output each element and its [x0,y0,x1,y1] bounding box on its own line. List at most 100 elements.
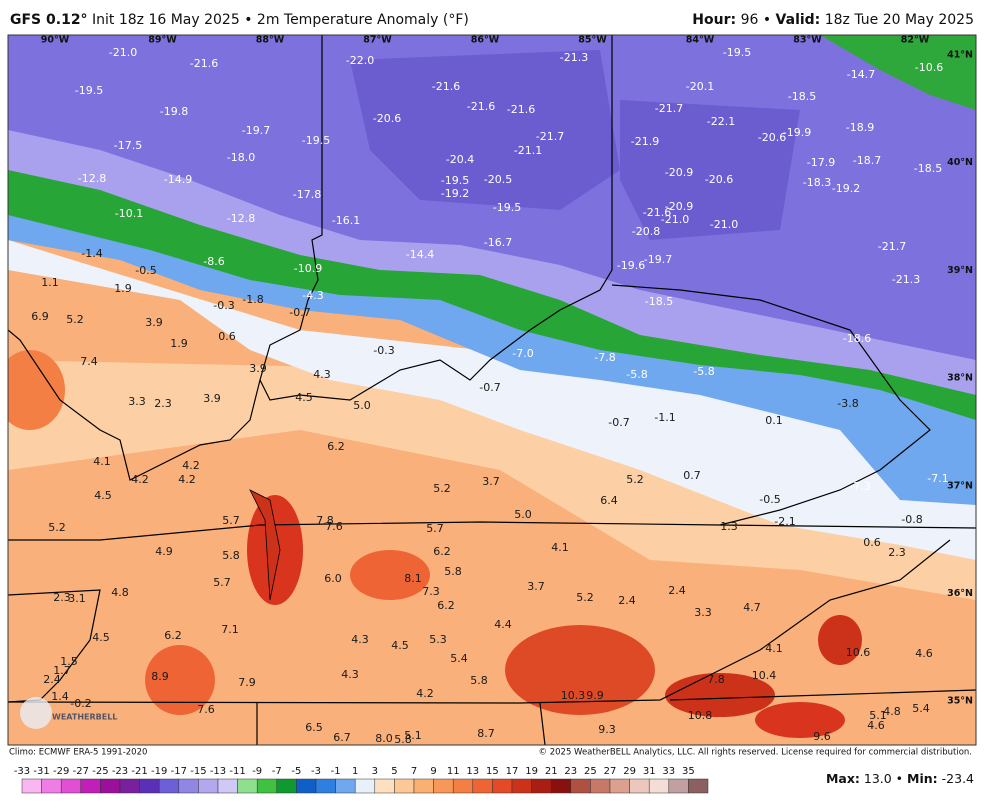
anomaly-label: -12.8 [78,172,106,185]
colorbar: -33 -31 -29 -27 -25 -23 -21 -19 -17 -15 -13 -11 -9 -7… [14,766,709,794]
colorbar-cell [472,778,493,794]
anomaly-label: -18.7 [853,154,881,167]
anomaly-label: -0.5 [135,264,156,277]
anomaly-label: 6.5 [305,721,323,734]
colorbar-tick-label: 13 [466,766,479,777]
longitude-label: 87°W [363,35,392,46]
anomaly-label: -17.9 [807,156,835,169]
anomaly-label: 7.6 [197,703,215,716]
anomaly-label: -19.5 [493,201,521,214]
max-min: Max: 13.0 • Min: -23.4 [826,771,974,786]
anomaly-label: 2.4 [618,594,636,607]
colorbar-cell [60,778,82,794]
anomaly-label: 3.9 [203,392,221,405]
colorbar-tick-label: 35 [682,766,695,777]
anomaly-label: 1.9 [114,282,132,295]
anomaly-label: 4.4 [494,618,512,631]
anomaly-label: -18.5 [645,295,673,308]
latitude-label: 37°N [947,480,973,491]
colorbar-tick-label: -17 [171,766,187,777]
anomaly-label: -17.8 [293,188,321,201]
anomaly-label: -5.8 [626,368,647,381]
anomaly-label: -21.6 [467,100,495,113]
anomaly-label: -20.9 [665,166,693,179]
colorbar-tick-label: -1 [331,766,341,777]
colorbar-tick-label: -13 [210,766,226,777]
anomaly-label: -7.8 [594,351,615,364]
anomaly-label: 3.1 [68,592,86,605]
anomaly-label: 4.6 [867,719,885,732]
anomaly-label: -3.8 [837,397,858,410]
anomaly-label: -21.6 [432,80,460,93]
colorbar-tick-label: -23 [112,766,128,777]
anomaly-label: 0.7 [683,469,701,482]
colorbar-tick-label: -3 [311,766,321,777]
colorbar-tick-label: 27 [604,766,617,777]
anomaly-label: 5.2 [576,591,594,604]
anomaly-label: 4.1 [93,455,111,468]
colorbar-cell [413,778,434,794]
colorbar-tick-label: 17 [506,766,519,777]
anomaly-label: 3.9 [145,316,163,329]
anomaly-label: -21.3 [560,51,588,64]
anomaly-label: 5.2 [66,313,84,326]
anomaly-label: -0.8 [901,513,922,526]
colorbar-tick-label: 23 [564,766,577,777]
anomaly-label: 4.5 [94,489,112,502]
copyright: © 2025 WeatherBELL Analytics, LLC. All r… [539,748,972,758]
colorbar-tick-label: 19 [525,766,538,777]
anomaly-label: 5.7 [426,522,444,535]
hot-spot [755,702,845,738]
colorbar-cell [80,778,101,794]
colorbar-cell [374,778,395,794]
anomaly-label: 8.7 [477,727,495,740]
deep-purple [350,50,800,240]
colorbar-tick-label: 31 [643,766,656,777]
anomaly-label: 2.4 [668,584,686,597]
anomaly-label: 5.0 [353,399,371,412]
anomaly-label: 1.7 [53,664,71,677]
anomaly-label: -19.5 [75,84,103,97]
anomaly-label: -19.7 [644,253,672,266]
colorbar-cell [21,778,42,794]
anomaly-label: 2.3 [53,591,71,604]
anomaly-label: -21.6 [507,103,535,116]
anomaly-label: 0.6 [218,330,236,343]
anomaly-label: 6.2 [164,629,182,642]
anomaly-label: -18.0 [227,151,255,164]
anomaly-label: 7.8 [316,514,334,527]
colorbar-cell [688,778,709,794]
anomaly-label: 9.6 [813,730,831,743]
colorbar-tick-label: 29 [623,766,636,777]
colorbar-tick-label: -33 [14,766,30,777]
anomaly-label: -18.9 [846,121,874,134]
anomaly-label: 4.5 [391,639,409,652]
anomaly-label: -21.6 [643,206,671,219]
anomaly-label: 7.8 [707,673,725,686]
warm-spot [145,645,215,715]
colorbar-tick-label: 5 [391,766,397,777]
hot-spot [505,625,655,715]
max: 13.0 • [864,771,903,786]
anomaly-label: 6.9 [31,310,49,323]
anomaly-label: -10.1 [115,207,143,220]
anomaly-label: 10.3 [561,689,586,702]
anomaly-label: 4.5 [92,631,110,644]
anomaly-label: 9.3 [598,723,616,736]
anomaly-label: 5.8 [444,565,462,578]
anomaly-label: -2.1 [774,515,795,528]
colorbar-tick-label: -7 [272,766,282,777]
anomaly-label: -19.5 [441,174,469,187]
anomaly-label: 6.7 [333,731,351,744]
anomaly-label: 4.5 [295,391,313,404]
anomaly-label: -1.8 [242,293,263,306]
colorbar-tick-label: -25 [92,766,108,777]
latitude-label: 38°N [947,373,973,384]
longitude-label: 89°W [148,35,177,46]
anomaly-label: -21.6 [190,57,218,70]
colorbar-cell [452,778,474,794]
anomaly-label: -20.6 [373,112,401,125]
green-corner [820,35,976,110]
anomaly-label: -21.3 [892,273,920,286]
min: -23.4 [942,771,974,786]
